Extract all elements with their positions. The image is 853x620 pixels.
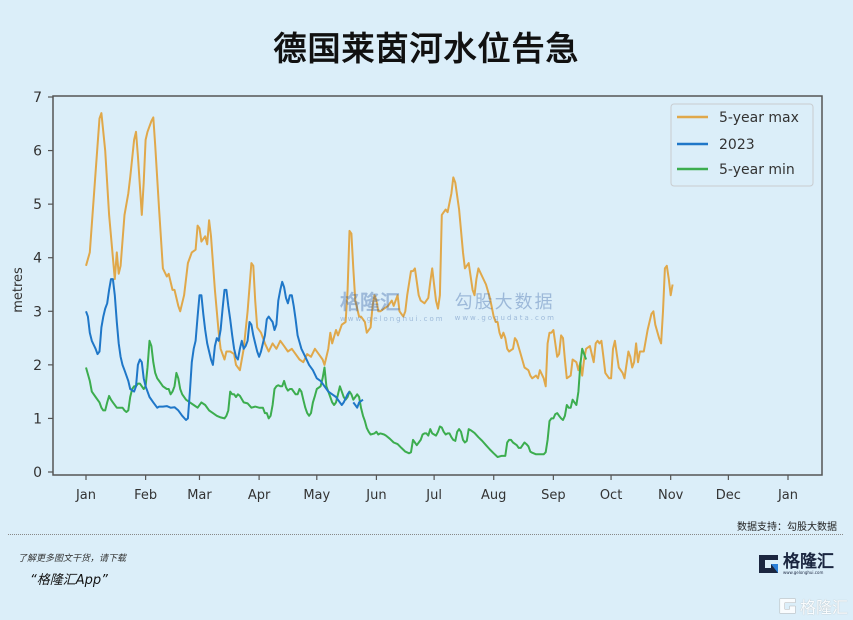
series-line xyxy=(352,398,364,409)
x-tick-label: Dec xyxy=(716,488,741,503)
gelonghui-logo-icon xyxy=(759,555,778,573)
brand-watermark-name: 格隆汇 xyxy=(800,598,849,617)
x-tick-label: Apr xyxy=(248,488,271,503)
x-tick-label: Nov xyxy=(658,488,684,503)
x-tick-label: Jun xyxy=(365,488,386,503)
brand-url: www.gelonghui.com xyxy=(783,569,824,575)
y-tick-label: 3 xyxy=(33,304,42,320)
x-tick-label: Jan xyxy=(75,488,96,503)
plot-frame xyxy=(52,95,823,476)
legend-label-min: 5-year min xyxy=(719,162,795,178)
series-lines xyxy=(85,112,674,458)
series-line xyxy=(85,339,588,458)
chart-title: 德国莱茵河水位告急 xyxy=(273,29,580,68)
y-tick-label: 4 xyxy=(33,251,42,267)
x-tick-label: Aug xyxy=(481,488,506,503)
y-tick-label: 1 xyxy=(33,411,42,427)
x-tick-label: Jul xyxy=(425,488,442,503)
y-tick-label: 5 xyxy=(33,197,42,213)
y-axis: 0 1 2 3 4 5 6 7 xyxy=(33,90,53,481)
series-line xyxy=(85,112,674,388)
divider xyxy=(8,534,843,535)
brand-watermark: 格隆汇 xyxy=(779,594,848,618)
gelonghui-watermark-icon xyxy=(779,598,796,614)
legend-label-2023: 2023 xyxy=(719,137,755,153)
x-tick-label: Mar xyxy=(187,488,212,503)
x-tick-label: Jan xyxy=(777,488,798,503)
legend: 5-year max 2023 5-year min xyxy=(670,103,814,187)
legend-box xyxy=(670,103,814,187)
x-axis: Jan Feb Mar Apr May Jun Jul Aug Sep Oct Nov Dec Jan xyxy=(75,475,798,503)
promo-text: 了解更多图文干货，请下载 xyxy=(18,554,127,564)
x-tick-label: May xyxy=(303,488,330,503)
brand-name: 格隆汇 xyxy=(783,551,834,572)
series-line xyxy=(85,278,351,421)
x-tick-label: Oct xyxy=(600,488,622,503)
x-tick-label: Sep xyxy=(541,488,566,503)
x-tick-label: Feb xyxy=(134,488,157,503)
promo-app-name: “格隆汇App” xyxy=(30,573,108,588)
y-tick-label: 6 xyxy=(33,144,42,160)
legend-label-max: 5-year max xyxy=(719,110,799,126)
y-tick-label: 2 xyxy=(33,358,42,374)
y-tick-label: 0 xyxy=(33,465,42,481)
data-source: 数据支持：勾股大数据 xyxy=(737,522,837,533)
brand-logo: 格隆汇 www.gelonghui.com xyxy=(758,553,834,575)
line-chart: 0 1 2 3 4 5 6 7 Jan Feb Mar Apr May Jun Jul Aug Sep Oct N… xyxy=(11,90,823,503)
y-axis-label: metres xyxy=(11,267,26,313)
y-tick-label: 7 xyxy=(33,90,42,106)
